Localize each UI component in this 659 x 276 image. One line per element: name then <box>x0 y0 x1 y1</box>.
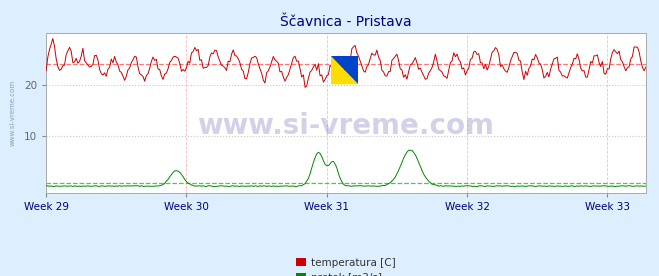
Text: www.si-vreme.com: www.si-vreme.com <box>10 80 16 146</box>
Polygon shape <box>331 55 358 84</box>
Title: Ščavnica - Pristava: Ščavnica - Pristava <box>280 15 412 29</box>
Polygon shape <box>331 55 358 84</box>
Legend: temperatura [C], pretok [m3/s]: temperatura [C], pretok [m3/s] <box>292 254 400 276</box>
Text: www.si-vreme.com: www.si-vreme.com <box>198 112 494 140</box>
